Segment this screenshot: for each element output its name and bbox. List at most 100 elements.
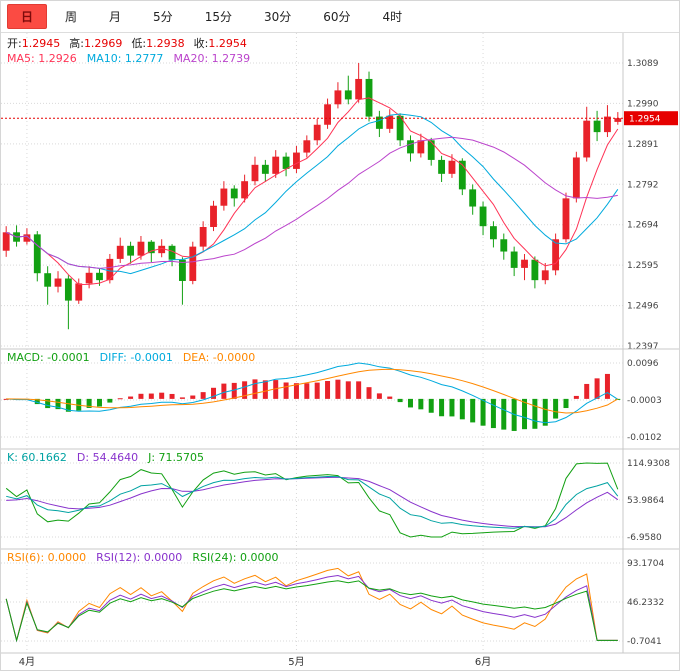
candle-body — [261, 164, 269, 174]
timeframe-tab-7[interactable]: 4时 — [382, 10, 403, 24]
candle-body — [324, 104, 331, 125]
candle-body — [396, 115, 404, 141]
price-axis-label: 1.2792 — [627, 180, 659, 190]
indicator-axis-label: 0.0096 — [627, 359, 659, 369]
macd-bar — [459, 398, 465, 420]
candle-body — [54, 278, 62, 287]
indicator-axis-label: 46.2332 — [627, 598, 664, 608]
candle-body — [293, 152, 300, 169]
candle-body — [386, 115, 394, 129]
candle-body — [85, 272, 93, 284]
rsi-value: RSI(12): 0.0000 — [96, 551, 183, 564]
d-line — [6, 476, 619, 528]
timeframe-tab-3[interactable]: 5分 — [153, 10, 173, 24]
ma5-line — [5, 97, 619, 286]
rsi-readout: RSI(6): 0.0000 RSI(12): 0.0000 RSI(24): 0.… — [7, 551, 288, 564]
macd-bar — [169, 393, 175, 399]
candle-body — [417, 140, 425, 154]
ohlc-item: 开:1.2945 — [7, 37, 61, 50]
dea-line — [6, 368, 619, 414]
macd-bar — [252, 379, 258, 399]
candle-body — [521, 259, 528, 268]
chart-area[interactable]: 1.3089 1.2990 1.2891 1.2792 1.2694 1.2595 1.24… — [1, 33, 680, 671]
indicator-axis-label: 93.1704 — [627, 559, 664, 569]
kdj-value: D: 54.4640 — [76, 451, 139, 464]
macd-bar — [96, 398, 102, 407]
candle-body — [220, 188, 228, 206]
diff-line — [6, 362, 619, 424]
ohlc-item: 高:1.2969 — [69, 37, 123, 50]
timeframe-toolbar: 日 周 月 5分 15分 30分 60分 4时 — [1, 1, 679, 33]
macd-bar — [65, 398, 71, 412]
macd-bar — [138, 393, 144, 399]
price-axis-label: 1.3089 — [627, 59, 659, 69]
timeframe-tab-5[interactable]: 30分 — [263, 10, 292, 24]
macd-bar — [283, 382, 289, 399]
price-axis-label: 1.2694 — [627, 221, 659, 231]
macd-bar — [522, 398, 528, 430]
candle-body — [282, 156, 290, 169]
macd-readout: MACD: -0.0001 DIFF: -0.0001 DEA: -0.0000 — [7, 351, 265, 364]
ma-value: MA10: 1.2777 — [86, 52, 164, 65]
j-line — [5, 462, 619, 538]
ohlc-item: 收:1.2954 — [193, 37, 247, 50]
macd-bar — [584, 383, 590, 399]
timeframe-tab-4[interactable]: 15分 — [204, 10, 232, 24]
month-label: 6月 — [475, 656, 491, 668]
macd-bar — [231, 382, 237, 399]
candle-body — [106, 258, 114, 281]
candle-body — [44, 273, 52, 287]
indicator-axis-label: -0.7041 — [627, 637, 662, 647]
rsi12-line — [5, 574, 618, 643]
macd-bar — [356, 381, 362, 399]
ohlc-readout: 开:1.2945 高:1.2969 低:1.2938 收:1.2954 — [7, 37, 256, 50]
candle-body — [562, 198, 570, 240]
macd-bar — [594, 378, 600, 399]
macd-bar — [76, 398, 82, 411]
macd-bar — [221, 383, 227, 399]
candle-body — [583, 120, 591, 158]
kdj-value: K: 60.1662 — [7, 451, 67, 464]
candle-body — [604, 116, 611, 133]
macd-bar — [293, 383, 299, 399]
macd-bar — [397, 398, 403, 403]
chart-canvas[interactable]: 1.3089 1.2990 1.2891 1.2792 1.2694 1.2595 1.24… — [1, 33, 680, 671]
macd-bar — [148, 393, 154, 399]
price-axis-label: 1.2595 — [627, 261, 659, 271]
candle-body — [251, 164, 259, 182]
candle-body — [489, 226, 497, 240]
rsi6-line — [5, 567, 618, 641]
macd-bar — [501, 398, 507, 430]
timeframe-tab-2[interactable]: 月 — [109, 10, 122, 24]
timeframe-tab-6[interactable]: 60分 — [323, 10, 351, 24]
price-axis-label: 1.2397 — [627, 342, 659, 352]
macd-bar — [117, 398, 123, 400]
macd-bar — [304, 383, 310, 399]
month-label: 4月 — [19, 656, 35, 668]
macd-bar — [107, 398, 113, 403]
macd-bar — [34, 398, 40, 405]
timeframe-tab-1[interactable]: 周 — [65, 10, 78, 24]
rsi-value: RSI(24): 0.0000 — [192, 551, 279, 564]
candle-body — [2, 232, 10, 251]
indicator-axis-label: 114.9308 — [627, 459, 670, 469]
macd-bar — [553, 398, 559, 419]
ma20-line — [5, 136, 618, 269]
ma-readout: MA5: 1.2926 MA10: 1.2777 MA20: 1.2739 — [7, 52, 260, 65]
candle-body — [230, 188, 238, 199]
ma10-line — [5, 113, 619, 275]
candle-body — [23, 234, 31, 242]
candle-body — [96, 272, 103, 281]
macd-bar — [211, 387, 217, 399]
macd-bar — [439, 398, 445, 417]
macd-bar — [262, 380, 268, 399]
ma-value: MA20: 1.2739 — [173, 52, 251, 65]
indicator-axis-label: -0.0102 — [627, 433, 662, 443]
candle-body — [178, 259, 186, 281]
timeframe-tab-0[interactable]: 日 — [7, 4, 48, 29]
candle-body — [614, 118, 622, 122]
candle-body — [272, 156, 280, 174]
macd-bar — [428, 398, 434, 413]
macd-bar — [542, 398, 548, 426]
